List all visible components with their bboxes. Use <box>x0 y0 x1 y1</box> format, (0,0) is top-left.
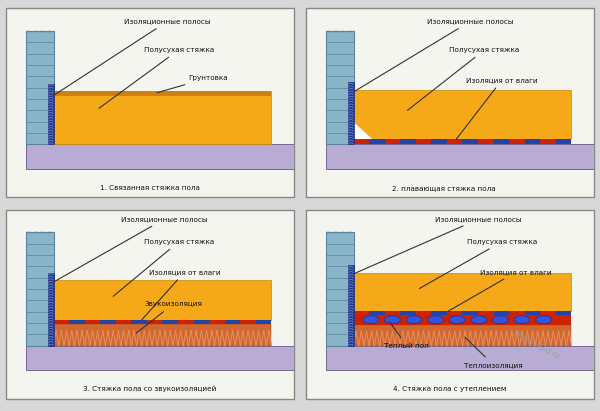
Bar <box>525 139 541 144</box>
Text: Полусухая стяжка: Полусухая стяжка <box>113 239 214 296</box>
Bar <box>431 311 447 314</box>
Bar <box>53 320 271 324</box>
Text: Изоляция от влаги: Изоляция от влаги <box>456 77 538 139</box>
Text: 3. Стяжка пола со звукоизоляцией: 3. Стяжка пола со звукоизоляцией <box>83 386 217 393</box>
Bar <box>431 139 447 144</box>
Bar <box>256 320 271 324</box>
Text: Полусухая стяжка: Полусухая стяжка <box>419 239 537 289</box>
Text: Изоляционные полосы: Изоляционные полосы <box>353 216 522 274</box>
Bar <box>326 346 600 370</box>
Bar <box>326 232 353 346</box>
Bar <box>463 311 478 314</box>
Text: OtdelkaGid.ru: OtdelkaGid.ru <box>511 329 562 362</box>
Text: Изоляция от влаги: Изоляция от влаги <box>448 269 552 311</box>
Text: 1. Связанная стяжка пола: 1. Связанная стяжка пола <box>100 185 200 191</box>
Bar <box>400 311 416 314</box>
Bar <box>353 90 571 139</box>
Bar <box>494 311 509 314</box>
Bar <box>353 139 571 144</box>
Bar <box>353 314 571 325</box>
Polygon shape <box>353 122 372 139</box>
Text: 2. плавающая стяжка пола: 2. плавающая стяжка пола <box>392 185 496 191</box>
Bar <box>49 84 53 144</box>
Bar <box>100 320 116 324</box>
Bar <box>53 91 271 96</box>
Bar <box>26 232 53 346</box>
Bar <box>194 320 209 324</box>
Text: Изоляционные полосы: Изоляционные полосы <box>53 216 208 282</box>
Bar <box>53 91 271 144</box>
Bar <box>53 324 271 346</box>
Bar <box>163 320 178 324</box>
Text: Изоляционные полосы: Изоляционные полосы <box>353 18 514 92</box>
Bar <box>353 311 571 314</box>
Text: Полусухая стяжка: Полусухая стяжка <box>99 47 214 108</box>
Ellipse shape <box>363 316 379 323</box>
Bar <box>326 31 353 144</box>
Bar <box>556 139 571 144</box>
Bar <box>349 266 353 346</box>
Bar <box>349 131 353 144</box>
Bar <box>369 139 385 144</box>
Bar <box>494 139 509 144</box>
Bar <box>353 325 571 346</box>
Bar <box>353 273 571 311</box>
Bar <box>556 311 571 314</box>
Bar <box>400 139 416 144</box>
Ellipse shape <box>385 316 400 323</box>
Ellipse shape <box>536 316 551 323</box>
Bar <box>69 320 85 324</box>
Text: Изоляция от влаги: Изоляция от влаги <box>142 269 220 320</box>
Bar <box>131 320 147 324</box>
Text: Теплоизоляция: Теплоизоляция <box>464 337 523 367</box>
Ellipse shape <box>428 316 443 323</box>
Bar <box>53 280 271 320</box>
Ellipse shape <box>406 316 422 323</box>
Bar <box>225 320 241 324</box>
Bar <box>49 272 53 346</box>
Bar <box>26 31 53 144</box>
Bar <box>326 144 600 169</box>
Bar <box>525 311 541 314</box>
Ellipse shape <box>449 316 465 323</box>
Text: Изоляционные полосы: Изоляционные полосы <box>53 18 211 96</box>
Text: Грунтовка: Грунтовка <box>157 75 227 93</box>
Bar <box>369 311 385 314</box>
Text: 4. Стяжка пола с утеплением: 4. Стяжка пола с утеплением <box>394 386 506 392</box>
Text: Полусухая стяжка: Полусухая стяжка <box>407 47 520 110</box>
Bar <box>349 82 353 144</box>
Ellipse shape <box>514 316 530 323</box>
Bar <box>26 144 301 169</box>
Text: Теплый пол: Теплый пол <box>385 322 429 349</box>
Ellipse shape <box>471 316 487 323</box>
Bar <box>26 346 301 370</box>
Ellipse shape <box>493 316 508 323</box>
Text: Звукоизоляция: Звукоизоляция <box>136 301 202 333</box>
Bar <box>463 139 478 144</box>
